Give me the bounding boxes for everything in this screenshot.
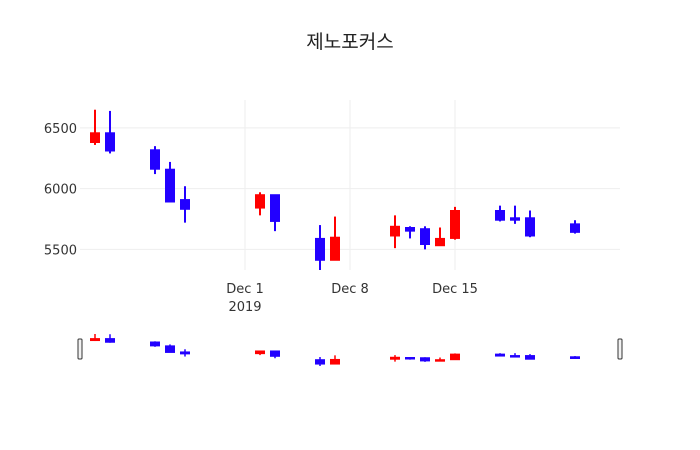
candle-body [525, 217, 535, 237]
candles [90, 109, 580, 270]
candle-body [405, 227, 415, 232]
y-tick-label: 5500 [44, 243, 77, 258]
candle-body [495, 353, 505, 357]
candle-body [315, 359, 325, 365]
candle-decreasing [105, 110, 115, 154]
candle-body [255, 350, 265, 355]
slider-candle-decreasing [165, 344, 175, 353]
slider-candle-decreasing [180, 349, 190, 357]
candle-increasing [330, 216, 340, 261]
candle-body [420, 357, 430, 362]
slider-candle-decreasing [105, 334, 115, 343]
range-slider-right-handle[interactable] [617, 338, 623, 360]
candle-body [90, 132, 100, 144]
candle-body [570, 223, 580, 233]
candle-decreasing [495, 205, 505, 222]
y-tick-label: 6000 [44, 183, 77, 198]
x-tick-label: Dec 15 [432, 282, 478, 297]
candle-body [330, 358, 340, 365]
candle-body [90, 338, 100, 342]
slider-candle-decreasing [510, 353, 520, 358]
slider-candle-increasing [450, 353, 460, 361]
candle-decreasing [570, 220, 580, 234]
candle-body [510, 217, 520, 221]
candle-decreasing [510, 205, 520, 224]
candle-body [495, 210, 505, 221]
slider-candle-decreasing [270, 350, 280, 359]
candle-body [330, 236, 340, 261]
candle-body [450, 353, 460, 361]
candle-body [525, 355, 535, 360]
candle-body [390, 225, 400, 237]
candle-body [165, 168, 175, 203]
y-axis-ticks: 5500 6000 6500 [44, 122, 77, 258]
slider-candle-increasing [390, 355, 400, 362]
candle-increasing [390, 215, 400, 249]
slider-candle-increasing [435, 357, 445, 362]
candle-body [405, 357, 415, 360]
candle-body [105, 338, 115, 343]
x-axis-ticks: Dec 1 2019 Dec 8 Dec 15 [226, 282, 478, 315]
slider-candle-decreasing [570, 356, 580, 359]
slider-candle-increasing [255, 350, 265, 356]
candle-body [315, 237, 325, 261]
candle-increasing [435, 227, 445, 247]
candle-body [435, 359, 445, 362]
slider-candle-decreasing [405, 357, 415, 360]
candle-decreasing [165, 161, 175, 203]
candle-body [435, 237, 445, 247]
candle-body [390, 356, 400, 360]
candle-decreasing [180, 186, 190, 223]
candle-body [180, 199, 190, 210]
candle-body [450, 210, 460, 239]
slider-candle-decreasing [525, 354, 535, 360]
candle-body [150, 149, 160, 170]
candle-body [270, 350, 280, 357]
chart-title: 제노포커스 [306, 31, 393, 53]
candle-increasing [255, 192, 265, 216]
grid [80, 100, 620, 270]
candle-decreasing [270, 194, 280, 232]
x-tick-label: Dec 1 [226, 282, 264, 297]
candle-decreasing [315, 225, 325, 270]
candle-body [165, 345, 175, 353]
candle-body [420, 228, 430, 245]
y-tick-label: 6500 [44, 122, 77, 137]
candle-decreasing [525, 210, 535, 238]
range-slider-left-handle[interactable] [77, 338, 83, 360]
slider-candle-increasing [330, 355, 340, 365]
range-slider[interactable] [77, 331, 623, 369]
x-tick-label: Dec 8 [331, 282, 369, 297]
slider-candle-decreasing [420, 357, 430, 362]
candle-decreasing [405, 226, 415, 239]
slider-candle-decreasing [150, 341, 160, 347]
candle-body [270, 194, 280, 222]
candle-body [150, 341, 160, 347]
slider-candle-decreasing [495, 353, 505, 357]
slider-candle-decreasing [315, 357, 325, 366]
candle-body [105, 132, 115, 152]
candle-body [180, 351, 190, 355]
candle-decreasing [420, 226, 430, 250]
x-tick-sublabel: 2019 [228, 300, 261, 315]
candle-body [570, 356, 580, 359]
candle-increasing [450, 206, 460, 240]
candle-body [510, 355, 520, 358]
range-slider-track[interactable] [80, 331, 620, 369]
candle-increasing [90, 109, 100, 145]
candle-decreasing [150, 146, 160, 175]
slider-candle-increasing [90, 334, 100, 342]
candle-body [255, 194, 265, 209]
